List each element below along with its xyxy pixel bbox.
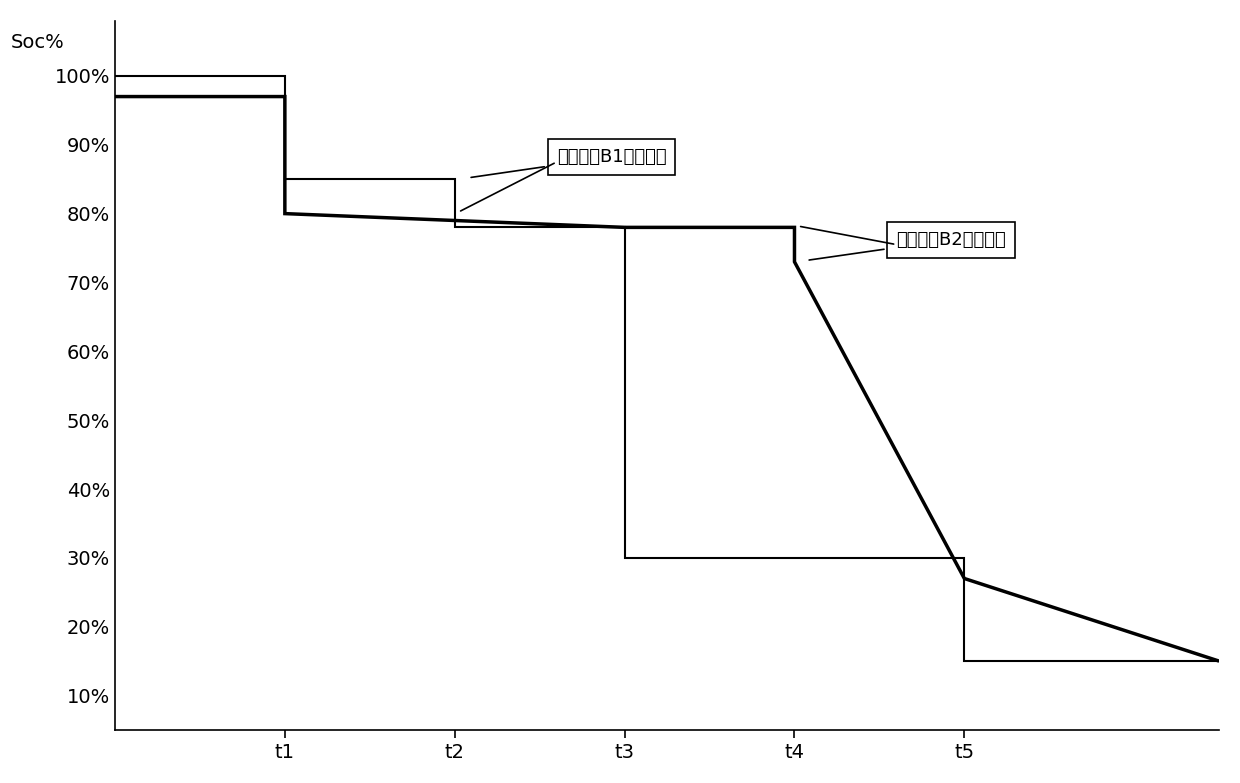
Text: 子电池组B2载荷曲线: 子电池组B2载荷曲线 <box>810 230 1006 260</box>
Text: 子电池组B1载荷曲线: 子电池组B1载荷曲线 <box>471 148 666 178</box>
Y-axis label: Soc%: Soc% <box>11 33 64 52</box>
